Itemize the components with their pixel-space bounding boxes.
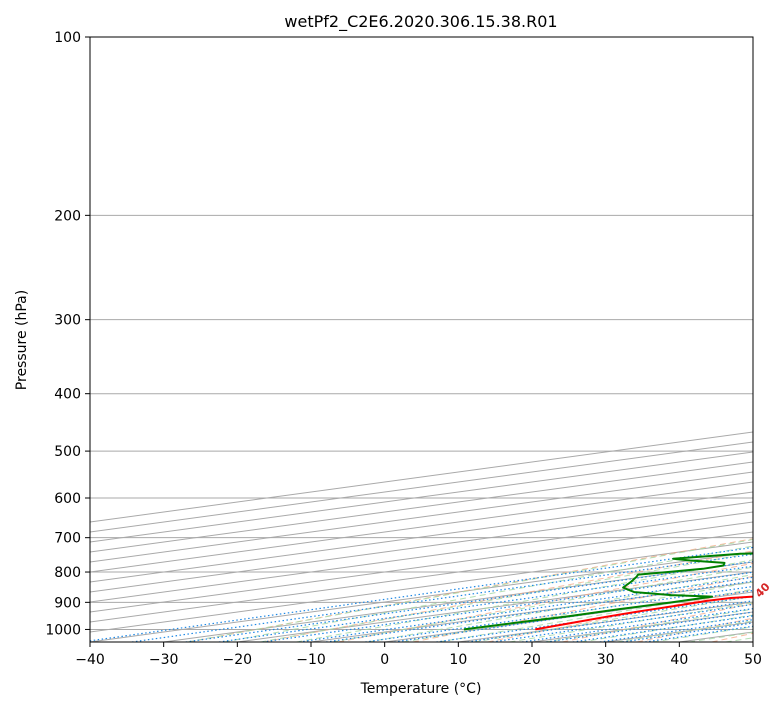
y-tick-label: 400 [54,387,81,403]
moist-adiabat-line [296,559,753,642]
isotherm-line [90,521,753,613]
x-axis: −40 −30 −20 −10 0 10 20 30 40 50 [75,642,762,668]
moist-adiabat-line [332,566,753,642]
y-tick-label: 200 [54,208,81,224]
dry-adiabat-line [338,562,753,642]
moist-adiabat-line [260,552,753,642]
isotherm-line [90,491,753,583]
y-axis-label: Pressure (hPa) [14,290,30,390]
chart-title: wetPf2_C2E6.2020.306.15.38.R01 [284,12,557,32]
x-tick-label: 10 [449,652,467,668]
dewpoint-line [463,552,753,631]
y-tick-label: 100 [54,30,81,46]
mixing-ratio-line [90,546,753,642]
mixing-ratio-line [131,553,753,642]
isotherm-line [90,501,753,593]
y-tick-label: 800 [54,565,81,581]
x-tick-label: −20 [223,652,253,668]
isotherm-line [90,461,753,553]
isotherm-line [90,481,753,573]
mixing-ratio-line [185,561,753,642]
plot-frame [89,36,754,643]
dry-adiabat-line [412,575,753,642]
pressure-gridlines [90,37,753,630]
x-tick-label: 20 [523,652,541,668]
isotherm-line [90,451,753,543]
y-axis: 100 200 300 400 500 600 700 800 900 1000 [45,30,90,638]
x-tick-label: 40 [670,652,688,668]
y-tick-label: 500 [54,444,81,460]
x-tick-label: 30 [597,652,615,668]
plot-area [90,37,753,642]
isotherm-line [90,531,753,623]
x-tick-label: −10 [296,652,326,668]
isotherms [90,431,753,642]
x-tick-label: −40 [75,652,105,668]
isotherm-line [90,471,753,563]
y-tick-label: 600 [54,491,81,507]
x-tick-label: −30 [149,652,179,668]
y-tick-label: 300 [54,313,81,329]
mixing-ratio-line [522,608,753,642]
mixing-ratio-line [467,600,753,642]
sounding-series [463,552,753,631]
x-axis-label: Temperature (°C) [360,681,482,697]
y-tick-label: 700 [54,531,81,547]
x-tick-label: 0 [380,652,389,668]
isotherm-line [90,511,753,603]
mixing-ratio-line [492,603,753,642]
y-tick-label: 1000 [45,622,81,638]
x-tick-label: 50 [744,652,762,668]
y-tick-label: 900 [54,595,81,611]
